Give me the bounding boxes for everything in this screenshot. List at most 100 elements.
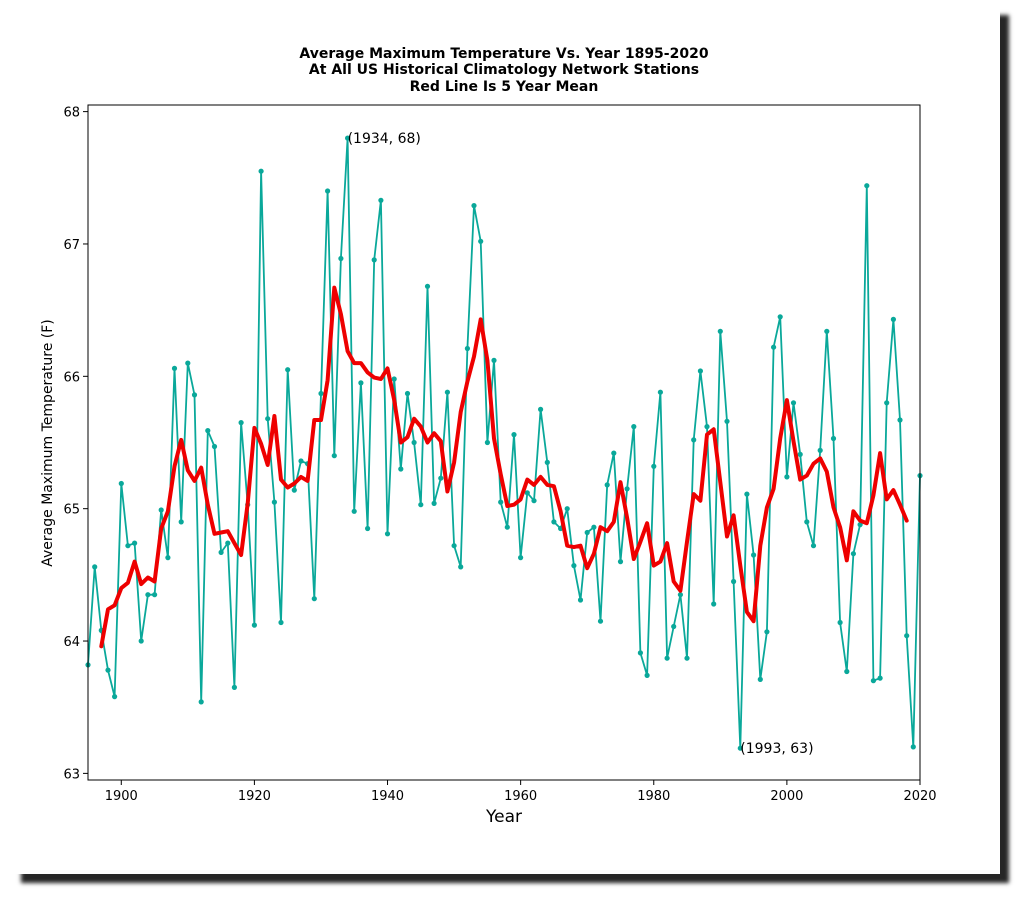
point-annotation: (1993, 63) bbox=[740, 741, 813, 757]
x-tick-label: 2020 bbox=[903, 789, 936, 804]
annual-point bbox=[890, 316, 897, 322]
annual-point bbox=[524, 490, 530, 496]
x-axis-ticks: 1900 1920 1940 1960 1980 2000 2020 bbox=[105, 780, 937, 804]
annual-point bbox=[152, 592, 158, 598]
chart-title-line-3: Red Line Is 5 Year Mean bbox=[410, 79, 599, 95]
annual-point bbox=[704, 424, 710, 430]
annual-point bbox=[897, 417, 903, 423]
annual-point bbox=[518, 555, 524, 561]
x-tick-label: 1960 bbox=[504, 789, 537, 804]
annual-point bbox=[830, 435, 837, 442]
y-tick-label: 64 bbox=[63, 635, 80, 650]
annual-point bbox=[551, 519, 557, 525]
annual-point bbox=[338, 255, 344, 262]
x-tick-label: 2000 bbox=[770, 789, 803, 804]
annual-point bbox=[271, 499, 277, 505]
annual-point bbox=[624, 486, 630, 492]
annual-point bbox=[844, 668, 850, 675]
x-tick-label: 1940 bbox=[371, 789, 404, 804]
annual-point bbox=[651, 463, 657, 469]
y-axis-ticks: 63 64 65 66 67 68 bbox=[63, 106, 88, 782]
annual-point bbox=[165, 555, 171, 561]
annual-point bbox=[92, 564, 98, 570]
annual-point bbox=[751, 552, 757, 558]
annual-point bbox=[105, 667, 111, 673]
annual-point bbox=[404, 390, 411, 397]
annual-point bbox=[637, 650, 644, 656]
annual-point bbox=[218, 549, 224, 556]
annual-point bbox=[644, 672, 650, 679]
annual-point bbox=[345, 135, 351, 141]
annual-point bbox=[285, 367, 291, 373]
annual-point bbox=[211, 443, 218, 450]
annual-point bbox=[198, 699, 204, 705]
annual-point bbox=[664, 655, 670, 661]
annual-point bbox=[544, 459, 550, 465]
annual-point bbox=[238, 420, 244, 426]
annual-point bbox=[438, 475, 444, 481]
y-tick-label: 65 bbox=[63, 503, 80, 518]
y-tick-label: 63 bbox=[63, 767, 80, 782]
x-tick-label: 1920 bbox=[238, 789, 271, 804]
five-year-mean-line bbox=[99, 285, 909, 649]
chart-frame: Average Maximum Temperature Vs. Year 189… bbox=[12, 6, 1000, 874]
annual-point bbox=[112, 694, 118, 700]
x-axis-label: Year bbox=[485, 807, 522, 827]
annual-point bbox=[145, 592, 151, 598]
plot-frame bbox=[87, 104, 921, 781]
annual-point bbox=[784, 474, 790, 480]
annual-point bbox=[258, 168, 264, 174]
chart-annotations: (1934, 68) (1993, 63) bbox=[348, 131, 814, 757]
annual-point bbox=[278, 619, 284, 626]
annual-point bbox=[504, 524, 510, 530]
temperature-chart: Average Maximum Temperature Vs. Year 189… bbox=[40, 46, 937, 827]
annual-point bbox=[684, 655, 690, 661]
annual-point bbox=[724, 418, 730, 424]
annual-point bbox=[771, 344, 777, 350]
annual-point bbox=[318, 390, 324, 397]
annual-point bbox=[325, 188, 331, 194]
annual-point bbox=[398, 466, 404, 472]
annual-point bbox=[171, 365, 178, 371]
annual-point bbox=[138, 638, 144, 644]
annual-point bbox=[231, 684, 237, 691]
annual-point bbox=[837, 619, 843, 626]
annual-point bbox=[591, 524, 597, 530]
annual-point bbox=[904, 633, 910, 639]
annual-point bbox=[411, 439, 417, 446]
annual-point bbox=[910, 744, 916, 750]
annual-point bbox=[804, 519, 810, 525]
annual-point bbox=[657, 389, 664, 395]
annual-point bbox=[464, 345, 470, 352]
annual-point bbox=[498, 499, 504, 505]
annual-point bbox=[571, 563, 577, 569]
annual-point bbox=[884, 400, 890, 406]
annual-point bbox=[717, 328, 723, 334]
annual-point bbox=[797, 451, 803, 457]
annual-point bbox=[251, 622, 257, 628]
annual-point bbox=[764, 629, 770, 635]
y-tick-label: 66 bbox=[63, 370, 80, 385]
annual-point bbox=[225, 540, 231, 546]
annual-point bbox=[351, 508, 357, 514]
annual-point bbox=[371, 257, 377, 263]
annual-point bbox=[458, 564, 464, 570]
annual-point bbox=[491, 357, 497, 363]
annual-point bbox=[118, 480, 124, 487]
annual-point bbox=[711, 601, 717, 607]
annual-point bbox=[358, 380, 364, 386]
annual-point bbox=[365, 525, 371, 532]
annual-point bbox=[384, 531, 391, 537]
annual-point bbox=[444, 389, 450, 395]
annual-point bbox=[478, 238, 484, 244]
annual-point bbox=[631, 424, 637, 430]
annual-point bbox=[604, 482, 610, 488]
annual-point bbox=[744, 491, 750, 497]
annual-point bbox=[191, 392, 198, 398]
y-tick-label: 68 bbox=[63, 106, 80, 121]
annual-point bbox=[870, 678, 877, 684]
annual-point bbox=[691, 437, 697, 443]
annual-point bbox=[265, 416, 271, 422]
annual-point bbox=[824, 328, 830, 334]
annual-point bbox=[185, 360, 191, 366]
